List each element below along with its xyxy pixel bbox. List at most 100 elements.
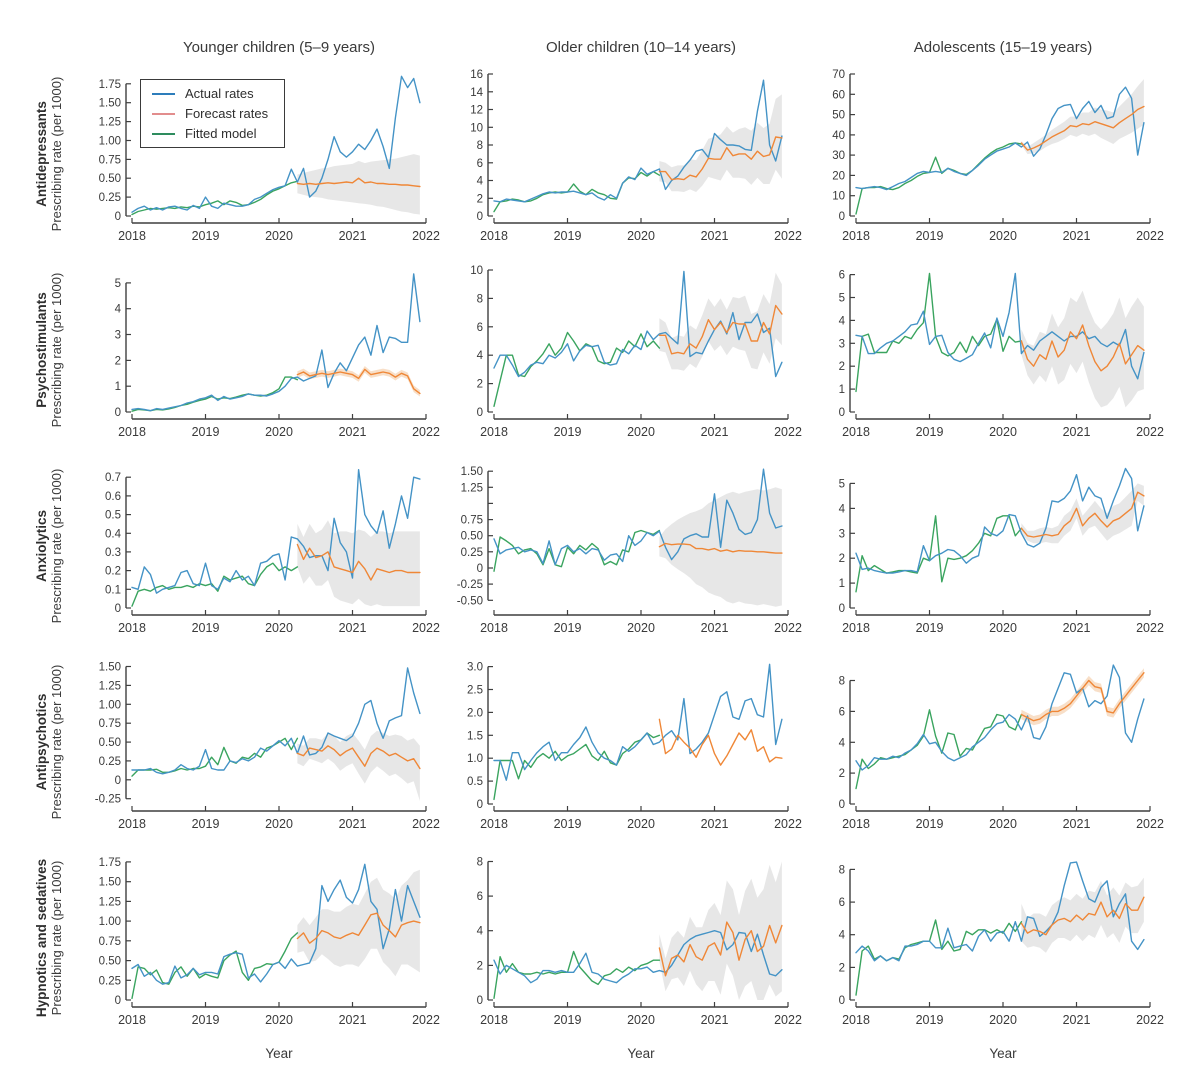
x-tick-label: 2020 bbox=[627, 425, 655, 439]
y-tick-label: 8 bbox=[839, 864, 845, 876]
chart-psychostimulants-younger: 0 1 2 3 4 5 2018 2019 2020 2021 2022 bbox=[115, 273, 440, 439]
y-tick-label: 0 bbox=[477, 799, 483, 811]
y-tick-label: 1 bbox=[839, 384, 845, 396]
x-tick-label: 2019 bbox=[916, 425, 944, 439]
chart-anxiolytics-adolescents: 0 1 2 3 4 5 2018 2019 2020 2021 2022 bbox=[839, 467, 1164, 635]
y-tick-label: 0 bbox=[115, 603, 121, 615]
y-tick-label: 4 bbox=[477, 350, 484, 362]
y-tick-label: 0.2 bbox=[105, 566, 121, 578]
y-tick-label: 0.3 bbox=[105, 547, 121, 559]
y-tick-label: 0 bbox=[839, 407, 845, 419]
y-tick-label: -0.50 bbox=[457, 595, 483, 607]
forecast-rates-line bbox=[296, 543, 421, 581]
x-tick-label: 2019 bbox=[916, 817, 944, 831]
x-tick-label: 2019 bbox=[192, 229, 220, 243]
y-tick-label: 16 bbox=[470, 69, 483, 81]
x-tick-label: 2021 bbox=[701, 425, 729, 439]
y-tick-label: 1.00 bbox=[99, 916, 121, 928]
x-axis-label: Year bbox=[627, 1046, 655, 1061]
chart-cell: 0 0.5 1.0 1.5 2.0 2.5 3.0 2018 2019 2020 2021 2022 bbox=[440, 652, 802, 848]
y-tick-label: 1.25 bbox=[99, 117, 121, 129]
row-label-antidepressants: Antidepressants Prescribing rate (per 10… bbox=[20, 64, 78, 260]
y-tick-label: 2 bbox=[477, 193, 483, 205]
chart-cell: 0 2 4 6 8 2018 2019 2020 2021 2022 bbox=[802, 652, 1164, 848]
chart-row-anxiolytics: Anxiolytics Prescribing rate (per 1000) … bbox=[20, 456, 1200, 652]
row-label-name: Antipsychotics bbox=[34, 693, 49, 791]
y-tick-label: 2 bbox=[839, 768, 845, 780]
y-tick-label: 4 bbox=[839, 503, 846, 515]
x-tick-label: 2022 bbox=[1136, 425, 1164, 439]
chart-antipsychotics-younger: -0.25 0 0.25 0.50 0.75 1.00 1.25 1.50 2018 2019 20… bbox=[95, 662, 440, 832]
x-tick-label: 2022 bbox=[1136, 1013, 1164, 1027]
forecast-rates-line bbox=[1020, 896, 1145, 936]
y-tick-label: 6 bbox=[477, 158, 483, 170]
chart-cell: 0 0.1 0.2 0.3 0.4 0.5 0.6 0.7 2018 2019 2020 2021 20… bbox=[78, 456, 440, 652]
y-tick-label: 6 bbox=[839, 706, 845, 718]
x-tick-label: 2018 bbox=[842, 817, 870, 831]
column-title-older-children: Older children (10–14 years) bbox=[545, 39, 737, 56]
x-tick-label: 2020 bbox=[627, 1013, 655, 1027]
confidence-band bbox=[659, 94, 782, 192]
y-tick-label: 1.25 bbox=[461, 482, 483, 494]
x-tick-label: 2019 bbox=[554, 229, 582, 243]
forecast-rates-line bbox=[1020, 491, 1145, 538]
chart-cell: 0 2 4 6 8 2018 2019 2020 2021 2022 bbox=[802, 848, 1164, 1044]
y-tick-label: 1.0 bbox=[467, 753, 483, 765]
y-tick-label: 0 bbox=[839, 799, 845, 811]
row-label-name: Antidepressants bbox=[34, 101, 49, 208]
chart-row-antipsychotics: Antipsychotics Prescribing rate (per 100… bbox=[20, 652, 1200, 848]
x-tick-label: 2020 bbox=[989, 425, 1017, 439]
y-tick-label: 1.75 bbox=[99, 857, 121, 869]
chart-cell: 0 2 4 6 8 10 2018 2019 2020 2021 2022 bbox=[440, 260, 802, 456]
y-tick-label: 2 bbox=[477, 379, 483, 391]
row-label-antipsychotics: Antipsychotics Prescribing rate (per 100… bbox=[20, 652, 78, 848]
chart-cell: 0 1 2 3 4 5 2018 2019 2020 2021 2022 bbox=[78, 260, 440, 456]
y-tick-label: 40 bbox=[832, 130, 845, 142]
x-tick-label: 2021 bbox=[701, 817, 729, 831]
y-axis-label: Prescribing rate (per 1000) bbox=[49, 664, 64, 820]
chart-cell: 0 0.25 0.50 0.75 1.00 1.25 1.50 1.75 2018 2019 202… bbox=[78, 64, 440, 260]
x-tick-label: 2022 bbox=[774, 621, 802, 635]
y-tick-label: 4 bbox=[477, 926, 484, 938]
y-tick-label: 2 bbox=[477, 960, 483, 972]
y-tick-label: 0 bbox=[477, 563, 483, 575]
y-tick-label: 2 bbox=[839, 361, 845, 373]
legend-item-actual: Actual rates bbox=[152, 86, 268, 101]
y-tick-label: 1 bbox=[839, 578, 845, 590]
y-tick-label: 3 bbox=[115, 330, 121, 342]
fitted-model-line bbox=[855, 272, 1023, 393]
y-tick-label: 20 bbox=[832, 170, 845, 182]
x-tick-label: 2018 bbox=[118, 425, 146, 439]
x-tick-label: 2019 bbox=[554, 621, 582, 635]
y-tick-label: 8 bbox=[477, 293, 483, 305]
x-tick-label: 2022 bbox=[412, 425, 440, 439]
y-tick-label: 1.50 bbox=[99, 877, 121, 889]
fitted-model-line bbox=[493, 950, 661, 999]
legend-item-fitted: Fitted model bbox=[152, 126, 268, 141]
y-tick-label: 3 bbox=[839, 338, 845, 350]
chart-cell: 0 10 20 30 40 50 60 70 2018 2019 2020 2021 2022 bbox=[802, 64, 1164, 260]
y-tick-label: 8 bbox=[477, 140, 483, 152]
y-tick-label: 0.25 bbox=[99, 192, 121, 204]
x-tick-label: 2019 bbox=[554, 817, 582, 831]
y-tick-label: 50 bbox=[832, 110, 845, 122]
x-tick-label: 2019 bbox=[554, 425, 582, 439]
x-tick-label: 2021 bbox=[1063, 817, 1091, 831]
actual-rates-line bbox=[131, 75, 421, 213]
y-tick-label: 5 bbox=[839, 478, 845, 490]
y-tick-label: 0.75 bbox=[99, 718, 121, 730]
chart-hypnotics-adolescents: 0 2 4 6 8 2018 2019 2020 2021 2022 bbox=[839, 861, 1164, 1027]
y-tick-label: 5 bbox=[115, 278, 121, 290]
y-tick-label: 10 bbox=[470, 265, 483, 277]
row-label-psychostimulants: Psychostimulants Prescribing rate (per 1… bbox=[20, 260, 78, 456]
x-tick-label: 2020 bbox=[265, 621, 293, 635]
y-axis-label: Prescribing rate (per 1000) bbox=[49, 468, 64, 624]
confidence-band bbox=[297, 366, 420, 397]
fitted-model-line bbox=[131, 180, 299, 216]
chart-hypnotics-older: 0 2 4 6 8 2018 2019 2020 2021 2022 bbox=[477, 857, 802, 1028]
x-tick-label: 2020 bbox=[627, 621, 655, 635]
x-tick-label: 2022 bbox=[412, 229, 440, 243]
x-tick-label: 2019 bbox=[916, 229, 944, 243]
y-tick-label: 0.50 bbox=[99, 956, 121, 968]
chart-antidepressants-younger: 0 0.25 0.50 0.75 1.00 1.25 1.50 1.75 2018 2019 202… bbox=[99, 75, 440, 243]
